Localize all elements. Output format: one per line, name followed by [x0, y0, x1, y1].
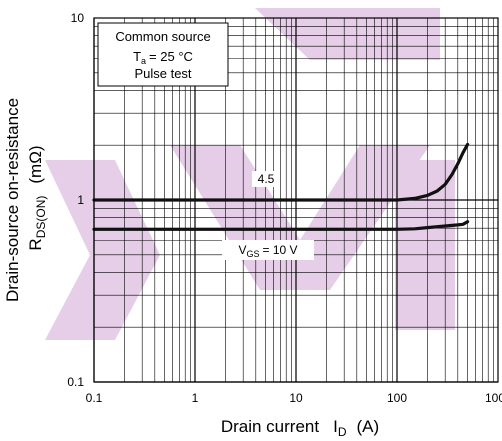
series-label-vgs: VGS = 10 V: [238, 243, 297, 259]
x-tick-label: 0.1: [86, 391, 103, 405]
y-axis-title-line2: RDS(ON)(mΩ): [26, 145, 48, 250]
series-line-vgs-4-5: [92, 142, 470, 202]
annotation-box: Common source Ta = 25 °C Pulse test: [97, 22, 229, 87]
x-tick-label: 1000: [485, 391, 502, 405]
label-bg-4-5: [252, 171, 280, 187]
y-tick-label: 1: [77, 193, 84, 207]
label-bg-vgs: [222, 240, 314, 260]
y-axis-title-line1: Drain-source on-resistance: [3, 98, 22, 302]
y-tick-label: 0.1: [67, 375, 84, 389]
series-line-vgs-10: [92, 220, 470, 231]
x-axis-title: Drain current ID (A): [221, 417, 379, 439]
tick-labels: 0.1 1 10 100 1000 10 1 0.1: [67, 11, 502, 405]
curve-labels: 4.5 VGS = 10 V: [222, 171, 314, 260]
annotation-line3: Pulse test: [134, 66, 191, 81]
annotation-line1: Common source: [115, 29, 210, 44]
annotation-line2: Ta = 25 °C: [133, 49, 193, 66]
annotation-frame: [97, 22, 229, 87]
x-tick-label: 100: [387, 391, 407, 405]
y-tick-label: 10: [71, 11, 85, 25]
x-tick-label: 1: [192, 391, 199, 405]
series-label-4-5: 4.5: [258, 172, 275, 186]
series-layer: [92, 142, 470, 231]
plot-frame: [93, 17, 499, 383]
x-tick-label: 10: [289, 391, 303, 405]
